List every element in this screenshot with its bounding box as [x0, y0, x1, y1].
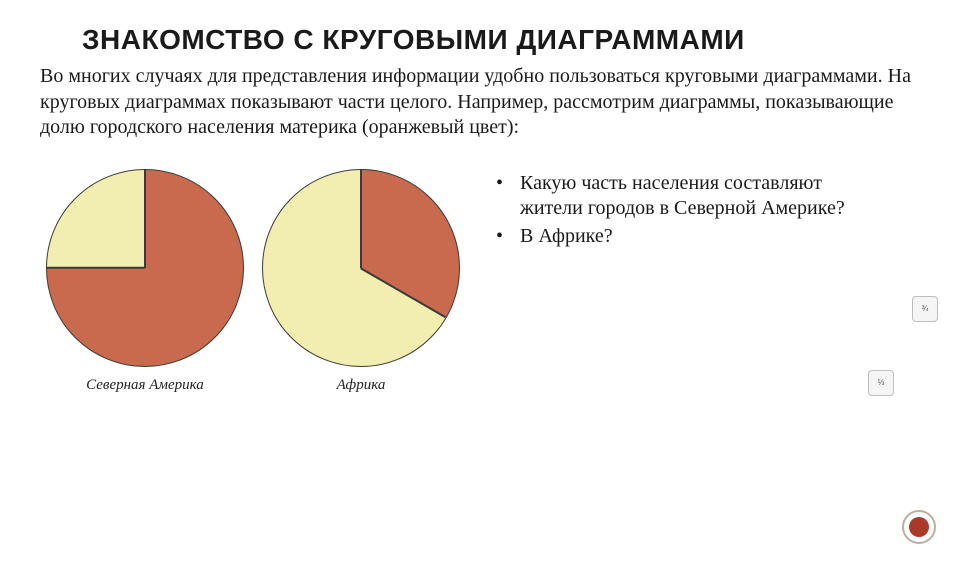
pie-africa — [262, 169, 460, 367]
chart-africa: Африка — [262, 169, 460, 394]
answer-chip: ⅓ — [868, 370, 894, 396]
corner-decor-icon — [902, 510, 936, 544]
pie-separator — [47, 267, 145, 269]
answer-chip: ¾ — [912, 296, 938, 322]
question-item: Какую часть населения составляют жители … — [496, 171, 856, 222]
content-row: Северная Америка Африка Какую часть насе… — [0, 169, 960, 394]
pie-north-america — [46, 169, 244, 367]
questions-block: Какую часть населения составляют жители … — [496, 171, 856, 394]
pie-separator — [144, 170, 146, 268]
question-item: В Африке? — [496, 224, 856, 250]
corner-decor-inner — [909, 517, 929, 537]
pie-charts-group: Северная Америка Африка — [46, 169, 460, 394]
pie-separator — [360, 170, 362, 268]
chart-north-america: Северная Америка — [46, 169, 244, 394]
intro-paragraph: Во многих случаях для представления инфо… — [40, 64, 920, 141]
pie-label-africa: Африка — [337, 377, 386, 394]
page-title: ЗНАКОМСТВО С КРУГОВЫМИ ДИАГРАММАМИ — [82, 24, 960, 56]
pie-label-north-america: Северная Америка — [86, 377, 204, 394]
pie-separator — [361, 267, 447, 317]
